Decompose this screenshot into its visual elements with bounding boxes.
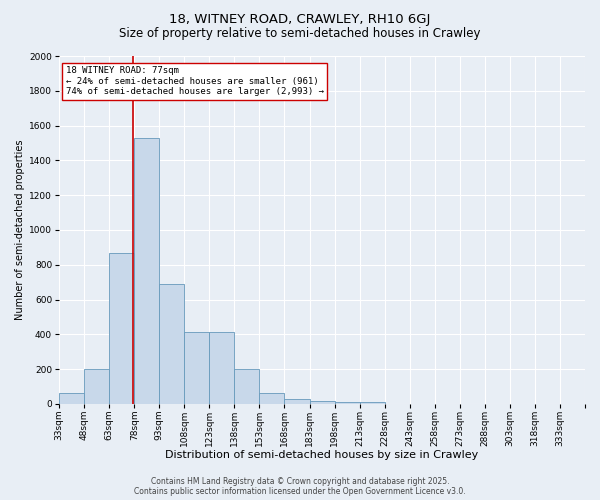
- Bar: [84, 369, 109, 404]
- Bar: [310, 402, 335, 404]
- Bar: [59, 392, 84, 404]
- Bar: [134, 138, 159, 404]
- Text: 18 WITNEY ROAD: 77sqm
← 24% of semi-detached houses are smaller (961)
74% of sem: 18 WITNEY ROAD: 77sqm ← 24% of semi-deta…: [66, 66, 324, 96]
- Bar: [235, 369, 259, 404]
- Bar: [284, 398, 310, 404]
- Bar: [209, 332, 235, 404]
- Bar: [259, 394, 284, 404]
- Bar: [184, 332, 209, 404]
- Text: Contains HM Land Registry data © Crown copyright and database right 2025.
Contai: Contains HM Land Registry data © Crown c…: [134, 476, 466, 496]
- X-axis label: Distribution of semi-detached houses by size in Crawley: Distribution of semi-detached houses by …: [166, 450, 479, 460]
- Bar: [159, 284, 184, 404]
- Text: 18, WITNEY ROAD, CRAWLEY, RH10 6GJ: 18, WITNEY ROAD, CRAWLEY, RH10 6GJ: [169, 12, 431, 26]
- Bar: [335, 402, 359, 404]
- Y-axis label: Number of semi-detached properties: Number of semi-detached properties: [15, 140, 25, 320]
- Bar: [359, 402, 385, 404]
- Bar: [109, 252, 134, 404]
- Text: Size of property relative to semi-detached houses in Crawley: Size of property relative to semi-detach…: [119, 28, 481, 40]
